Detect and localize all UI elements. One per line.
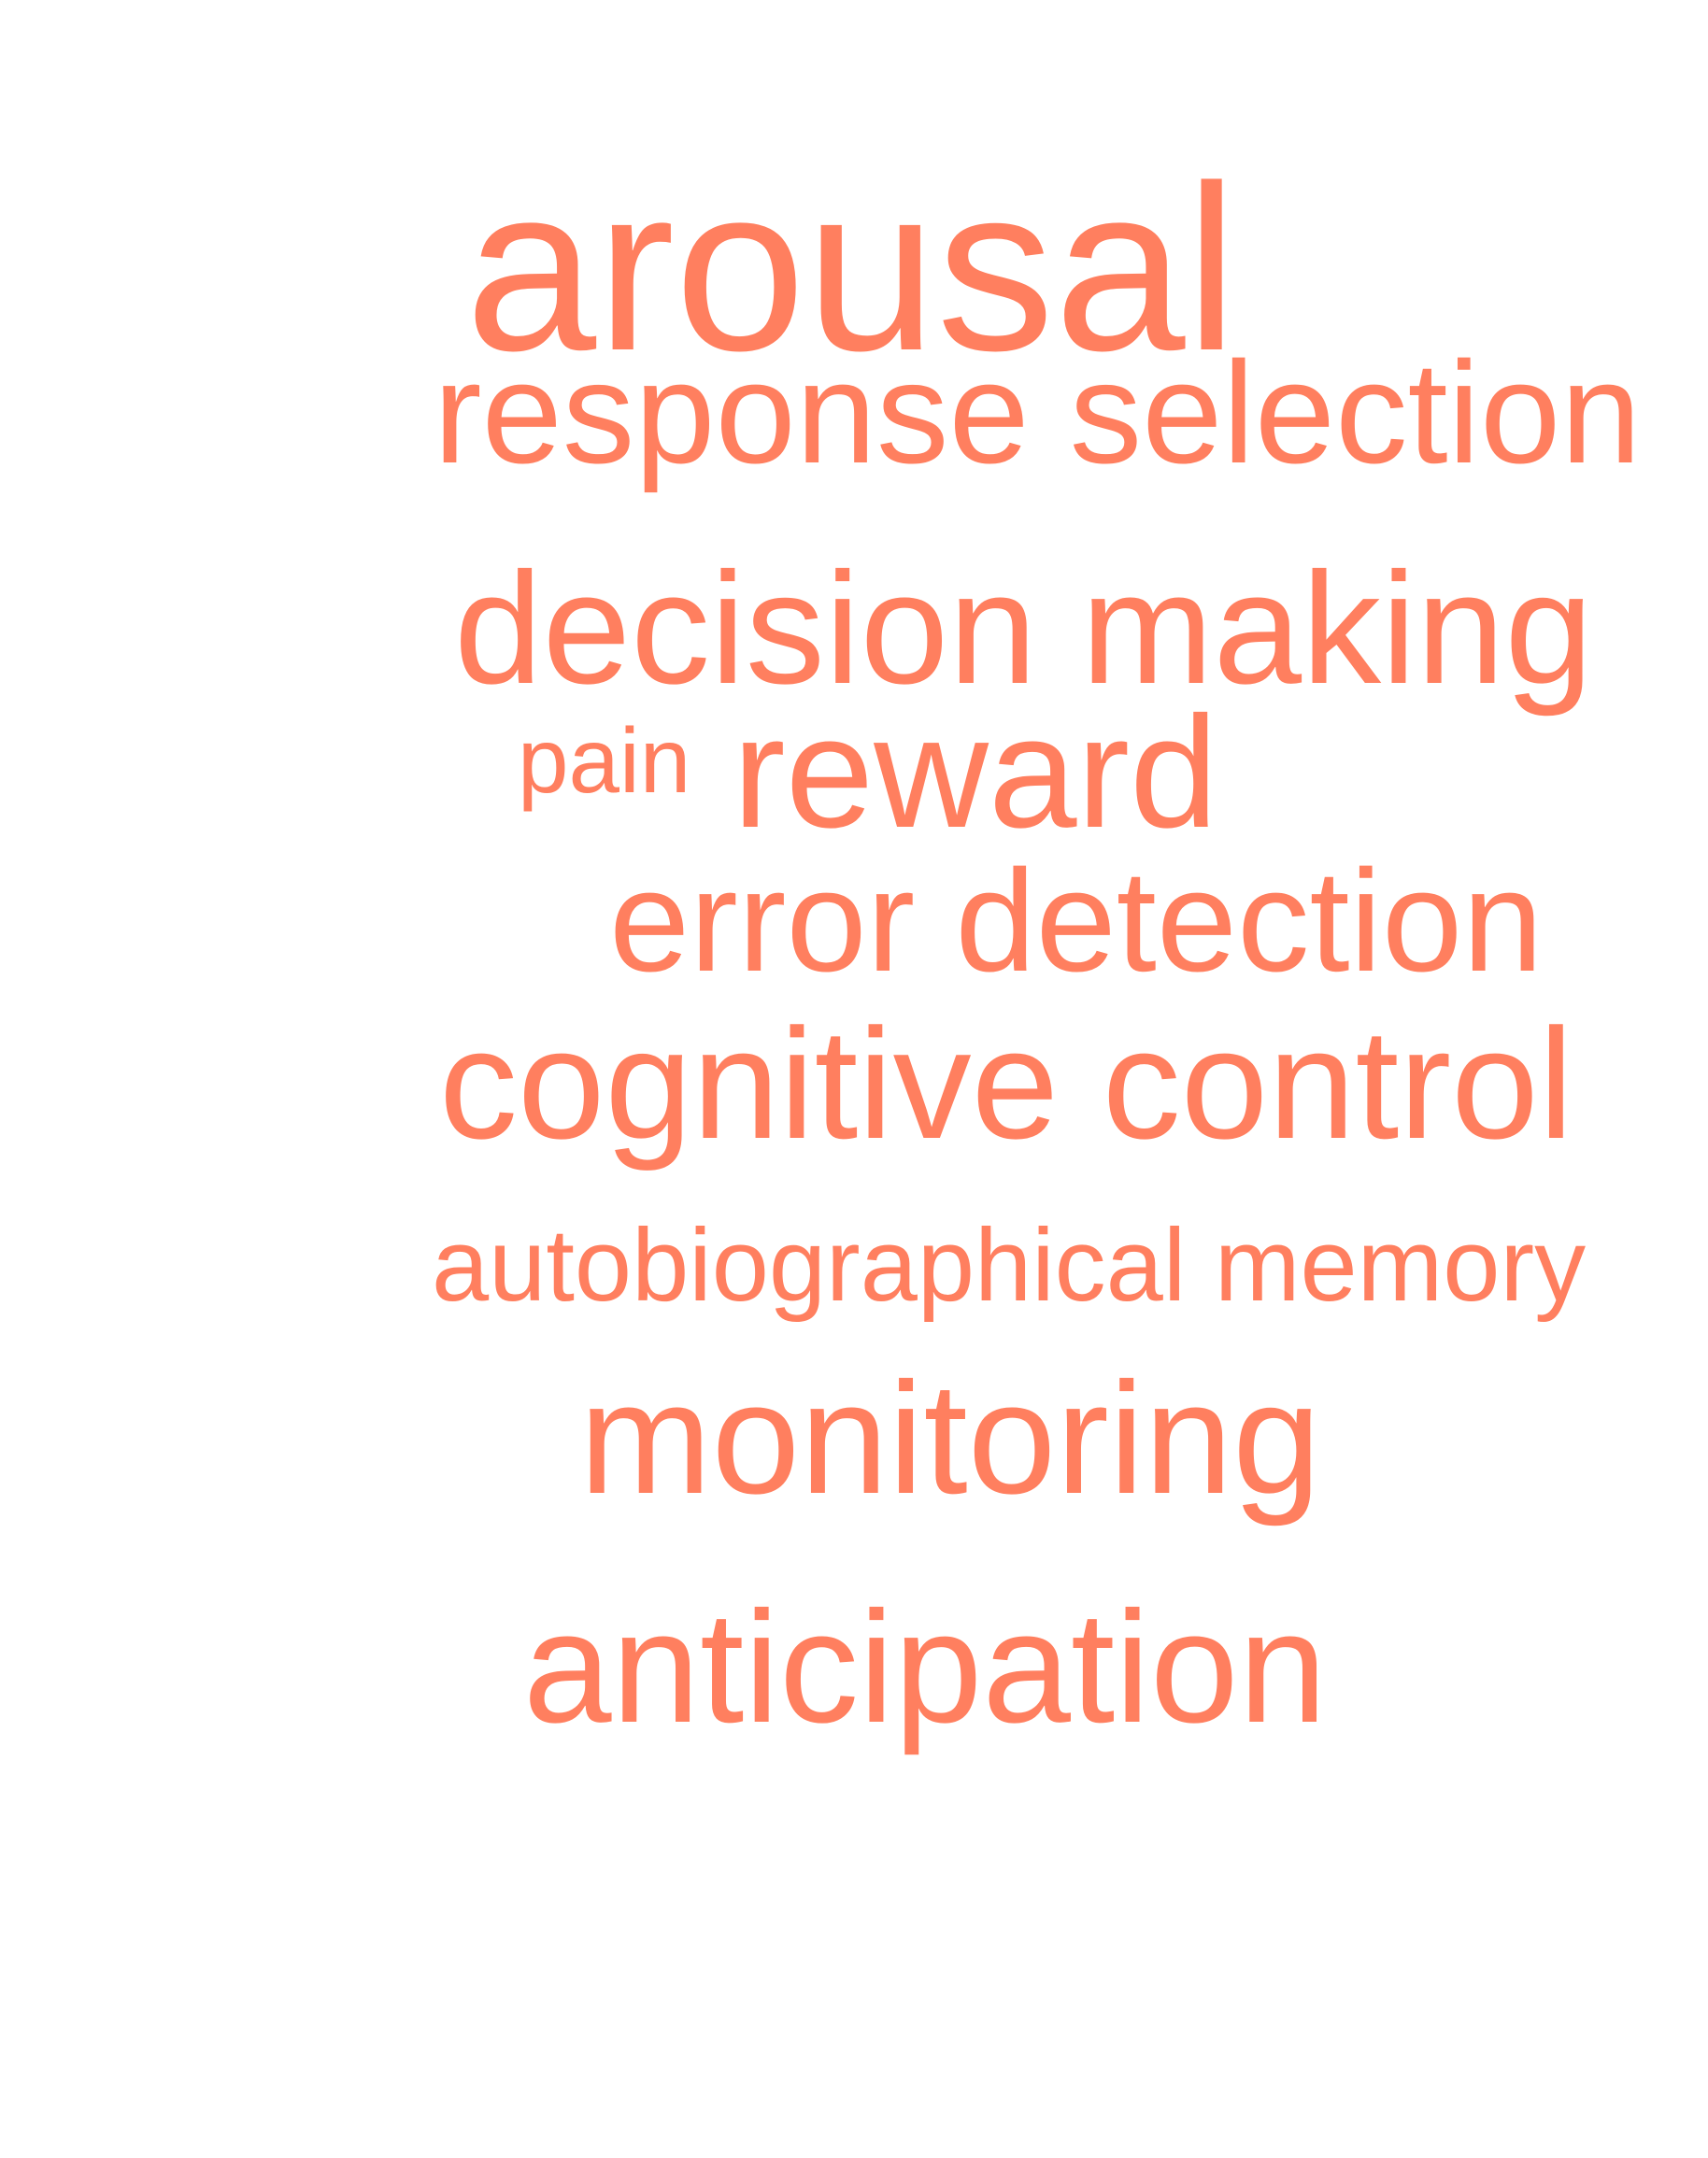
word-pain: pain (518, 709, 691, 812)
word-autobiographical-memory: autobiographical memory (432, 1208, 1587, 1323)
word-arousal: arousal (465, 137, 1238, 400)
word-decision-making: decision making (454, 540, 1593, 717)
word-anticipation: anticipation (523, 1579, 1328, 1756)
word-cognitive-control: cognitive control (439, 996, 1573, 1171)
word-error-detection: error detection (609, 840, 1544, 1001)
word-reward: reward (733, 684, 1218, 861)
word-response-selection: response selection (434, 332, 1642, 493)
word-monitoring: monitoring (579, 1350, 1321, 1527)
